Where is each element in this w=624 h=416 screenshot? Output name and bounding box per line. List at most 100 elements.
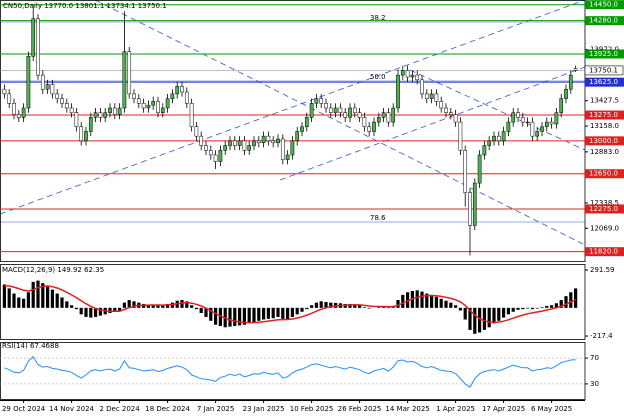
macd-bar [463, 307, 467, 320]
y-tick-label: 30 [590, 380, 599, 388]
level-box [585, 136, 624, 146]
x-tick-label: 10 Feb 2025 [290, 405, 334, 413]
candle-body [136, 98, 141, 104]
candle-body [564, 88, 568, 99]
macd-bar [252, 307, 256, 323]
candle-body [112, 107, 117, 115]
candle-body [12, 103, 16, 115]
macd-signal [4, 285, 576, 324]
candle-body [228, 140, 232, 146]
macd-bar [50, 289, 54, 308]
candle-body [45, 84, 50, 90]
candle-body [232, 140, 237, 146]
candle-body [530, 121, 535, 137]
candle-body [184, 91, 189, 104]
x-tick-label: 7 Jan 2025 [197, 405, 235, 413]
x-tick-label: 1 Apr 2025 [436, 405, 475, 413]
macd-bar [468, 307, 472, 330]
candle-body [175, 86, 180, 95]
candle-body [2, 88, 7, 95]
candle-body [501, 131, 506, 142]
candle-body [444, 107, 448, 113]
macd-bar [434, 296, 438, 308]
candle-body [348, 107, 352, 118]
level-label: 13625.0 [589, 78, 618, 86]
candle-body [343, 112, 348, 118]
candle-body [117, 107, 122, 115]
fib-lines [0, 21, 585, 223]
macd-bar [22, 298, 26, 308]
candle-body [309, 103, 314, 118]
candle-body [328, 107, 333, 113]
candle-body [280, 138, 285, 160]
candle-body [79, 126, 84, 142]
macd-bar [564, 296, 568, 308]
macd-bar [358, 305, 362, 308]
macd-bar [314, 302, 318, 308]
candle-body [276, 138, 280, 143]
y-tick-label: 12069.0 [590, 224, 619, 232]
trendline [409, 69, 586, 151]
macd-bar [492, 307, 496, 324]
macd-bar [166, 303, 170, 308]
macd-bar [79, 307, 83, 315]
candle-body [472, 182, 477, 226]
y-tick-label: 70 [590, 354, 599, 362]
candle-body [540, 126, 544, 132]
macd-bar [228, 307, 232, 327]
macd-bar [12, 293, 16, 308]
macd-bar [458, 307, 462, 311]
macd-bar [478, 307, 482, 333]
candle-body [525, 121, 530, 124]
candle-body [31, 18, 36, 57]
macd-bar [84, 307, 88, 317]
candle-body [319, 98, 324, 104]
candle-body [74, 112, 79, 128]
macd-bar [151, 304, 155, 308]
candle-body [271, 140, 276, 143]
macd-bar [257, 307, 261, 321]
x-tick-label: 26 Feb 2025 [338, 405, 382, 413]
candle-body [400, 70, 405, 76]
candle-body [156, 101, 160, 113]
macd-bar [113, 307, 117, 312]
candle-body [261, 135, 266, 143]
level-label: 12650.0 [589, 170, 618, 178]
macd-bar [396, 300, 400, 308]
candle-body [256, 140, 261, 143]
candle-body [396, 74, 400, 109]
candle-body [448, 112, 453, 115]
candle-body [573, 68, 578, 71]
macd-bar [156, 305, 160, 308]
candle-body [420, 79, 424, 95]
macd-bar [127, 300, 131, 308]
candle-body [391, 107, 396, 123]
candle-body [237, 140, 242, 146]
candle-body [199, 135, 204, 146]
macd-bar [559, 300, 563, 308]
trendline [0, 0, 586, 215]
level-label: 14280.0 [589, 17, 618, 25]
candle-body [405, 70, 410, 78]
macd-bar [569, 292, 573, 308]
candle-body [434, 93, 439, 102]
rsi-title: RSI(14) 67.4688 [2, 342, 59, 350]
candle-body [549, 121, 554, 125]
candle-body [146, 104, 151, 109]
candle-body [189, 103, 194, 128]
macd-bar [425, 293, 429, 308]
macd-bar [516, 307, 520, 310]
candle-body [16, 114, 21, 118]
macd-bar [89, 307, 93, 318]
macd-bar [118, 307, 122, 311]
macd-bar [276, 307, 280, 317]
macd-bar [348, 303, 352, 308]
candle-body [103, 112, 108, 118]
candle-body [314, 98, 319, 104]
candle-body [170, 93, 175, 99]
candle-body [352, 107, 357, 113]
candle-body [218, 150, 223, 162]
macd-bar [420, 291, 424, 308]
macd-bar [439, 298, 443, 308]
trendline [279, 66, 586, 181]
